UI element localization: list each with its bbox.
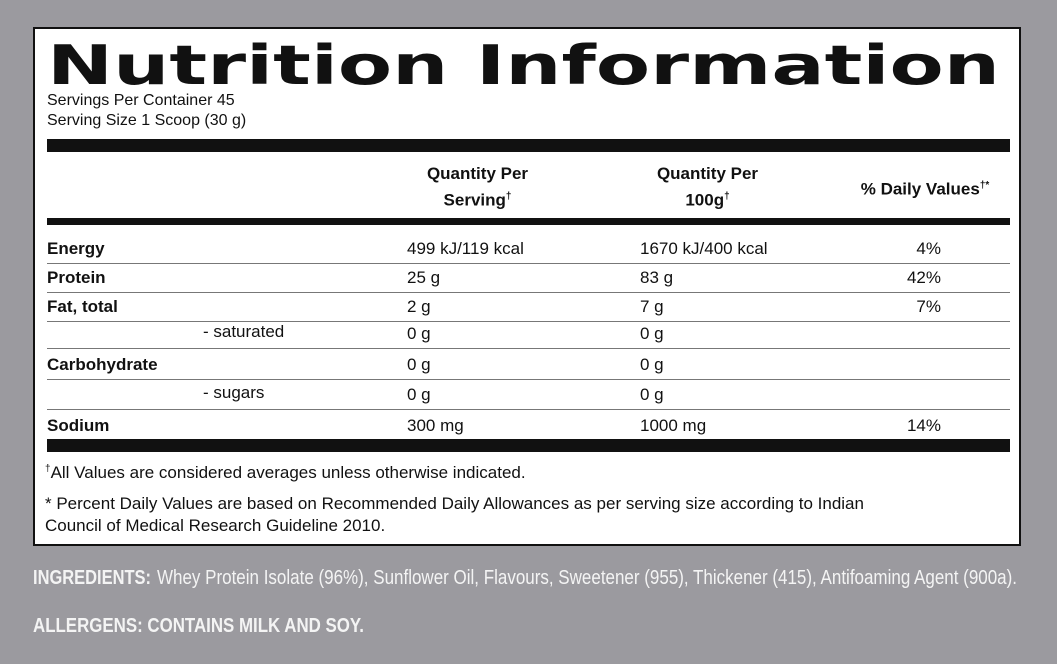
per-100g: 1000 mg	[640, 416, 707, 435]
per-100g: 0 g	[640, 355, 664, 374]
per-100g: 0 g	[640, 324, 664, 343]
nutrient-name: Carbohydrate	[47, 355, 158, 374]
header-mark: †	[724, 191, 730, 202]
per-serving: 25 g	[407, 268, 441, 287]
header-line: Quantity Per	[426, 164, 529, 183]
title-svg: Nutrition Information	[47, 34, 1000, 97]
ingredients-label: INGREDIENTS:	[33, 567, 151, 589]
row-rule	[47, 348, 1010, 349]
column-header: Quantity Per 100g†	[625, 162, 790, 212]
row-rule	[47, 292, 1010, 293]
thick-rule	[47, 218, 1010, 225]
header-line-text: Serving	[443, 190, 506, 210]
servings-per-container: Servings Per Container 45	[47, 92, 235, 109]
per-serving: 300 mg	[407, 416, 464, 435]
per-100g: 0 g	[640, 385, 664, 404]
ingredients-text: Whey Protein Isolate (96%), Sunflower Oi…	[157, 567, 1017, 589]
nutrient-name: Fat, total	[47, 297, 118, 316]
per-serving: 2 g	[407, 297, 431, 316]
footnote: †All Values are considered averages unle…	[45, 463, 526, 483]
footnote-text: All Values are considered averages unles…	[50, 463, 526, 482]
header-line: 100g†	[625, 185, 790, 212]
nutrition-panel: Nutrition Information Servings Per Conta…	[33, 27, 1021, 546]
title: Nutrition Information	[47, 34, 1000, 97]
serving-size: Serving Size 1 Scoop (30 g)	[47, 112, 247, 129]
per-100g: 1670 kJ/400 kcal	[640, 239, 768, 258]
header-mark: †*	[979, 180, 990, 191]
header-line: Quantity Per	[656, 164, 759, 183]
allergens: ALLERGENS: CONTAINS MILK AND SOY.	[33, 615, 364, 637]
nutrient-name: Protein	[47, 268, 106, 287]
thick-rule	[47, 139, 1010, 152]
header-mark: †	[505, 191, 512, 202]
thick-rule	[47, 439, 1010, 452]
footnote-line: * Percent Daily Values are based on Reco…	[45, 494, 864, 513]
row-rule	[47, 379, 1010, 380]
per-serving: 0 g	[407, 355, 431, 374]
column-header: Quantity Per Serving†	[395, 162, 560, 212]
daily-value: 4%	[916, 239, 941, 258]
nutrient-name: Sodium	[47, 416, 110, 435]
footnote-line: Council of Medical Research Guideline 20…	[45, 516, 386, 535]
nutrient-name: Energy	[47, 239, 105, 258]
daily-value: 7%	[916, 297, 941, 316]
row-rule	[47, 409, 1010, 410]
bottom-text: INGREDIENTS: Whey Protein Isolate (96%),…	[33, 567, 1017, 637]
header-line: Serving†	[395, 185, 560, 212]
per-serving: 499 kJ/119 kcal	[407, 239, 524, 258]
per-100g: 7 g	[640, 297, 664, 316]
header-line-text: 100g	[685, 190, 725, 210]
daily-value: 14%	[906, 416, 941, 435]
per-serving: 0 g	[407, 324, 431, 343]
footnote-mark: †	[45, 463, 51, 475]
header-line: % Daily Values†*	[860, 179, 990, 199]
column-header: % Daily Values†*	[835, 174, 1015, 201]
row-rule	[47, 263, 1010, 264]
sub-nutrient-name: - saturated	[203, 322, 285, 341]
per-serving: 0 g	[407, 385, 431, 404]
sub-nutrient-name: - sugars	[203, 383, 265, 402]
row-rule	[47, 321, 1010, 322]
daily-value: 42%	[906, 268, 941, 287]
per-100g: 83 g	[640, 268, 674, 287]
